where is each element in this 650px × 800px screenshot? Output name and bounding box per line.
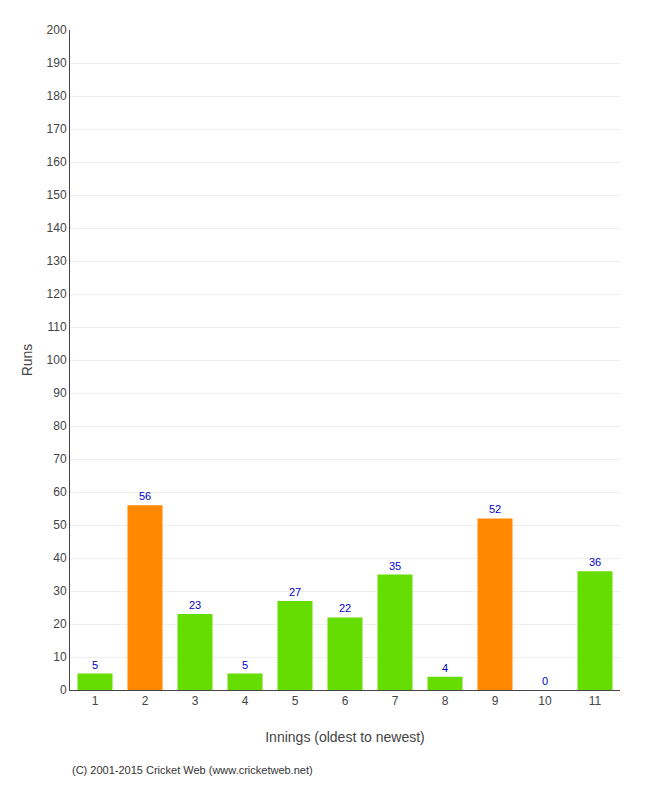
svg-text:9: 9 (492, 694, 499, 708)
svg-text:160: 160 (47, 155, 67, 169)
svg-text:150: 150 (47, 188, 67, 202)
svg-text:6: 6 (342, 694, 349, 708)
svg-text:30: 30 (53, 584, 67, 598)
svg-text:50: 50 (53, 518, 67, 532)
svg-text:7: 7 (392, 694, 399, 708)
svg-text:10: 10 (53, 650, 67, 664)
svg-text:1: 1 (92, 694, 99, 708)
svg-text:5: 5 (92, 659, 98, 671)
svg-text:140: 140 (47, 221, 67, 235)
svg-text:80: 80 (53, 419, 67, 433)
svg-text:5: 5 (242, 659, 248, 671)
svg-text:70: 70 (53, 452, 67, 466)
svg-text:4: 4 (442, 662, 448, 674)
svg-text:56: 56 (139, 490, 151, 502)
svg-text:90: 90 (53, 386, 67, 400)
svg-text:40: 40 (53, 551, 67, 565)
svg-text:36: 36 (589, 556, 601, 568)
svg-text:22: 22 (339, 602, 351, 614)
svg-text:60: 60 (53, 485, 67, 499)
svg-text:35: 35 (389, 560, 401, 572)
svg-text:0: 0 (60, 683, 67, 697)
svg-text:5: 5 (292, 694, 299, 708)
svg-text:4: 4 (242, 694, 249, 708)
svg-text:Innings (oldest to newest): Innings (oldest to newest) (265, 729, 425, 745)
svg-text:120: 120 (47, 287, 67, 301)
svg-text:20: 20 (53, 617, 67, 631)
svg-text:52: 52 (489, 503, 501, 515)
svg-text:23: 23 (189, 599, 201, 611)
svg-text:(C) 2001-2015 Cricket Web (www: (C) 2001-2015 Cricket Web (www.cricketwe… (72, 764, 313, 776)
svg-text:0: 0 (542, 675, 548, 687)
svg-text:130: 130 (47, 254, 67, 268)
svg-text:190: 190 (47, 56, 67, 70)
svg-text:Runs: Runs (19, 344, 35, 377)
svg-text:27: 27 (289, 586, 301, 598)
svg-text:200: 200 (47, 23, 67, 37)
svg-text:170: 170 (47, 122, 67, 136)
svg-text:180: 180 (47, 89, 67, 103)
svg-text:10: 10 (538, 694, 552, 708)
svg-text:11: 11 (589, 694, 602, 708)
svg-text:3: 3 (192, 694, 199, 708)
svg-text:8: 8 (442, 694, 449, 708)
svg-text:110: 110 (47, 320, 66, 334)
svg-text:2: 2 (142, 694, 149, 708)
svg-text:100: 100 (47, 353, 67, 367)
